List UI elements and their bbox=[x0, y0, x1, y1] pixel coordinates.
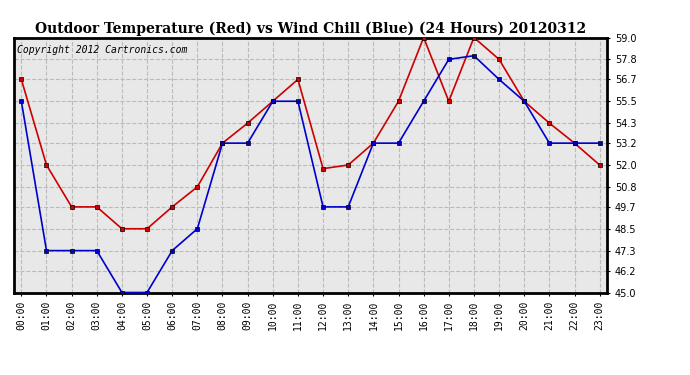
Title: Outdoor Temperature (Red) vs Wind Chill (Blue) (24 Hours) 20120312: Outdoor Temperature (Red) vs Wind Chill … bbox=[35, 22, 586, 36]
Text: Copyright 2012 Cartronics.com: Copyright 2012 Cartronics.com bbox=[17, 45, 187, 55]
